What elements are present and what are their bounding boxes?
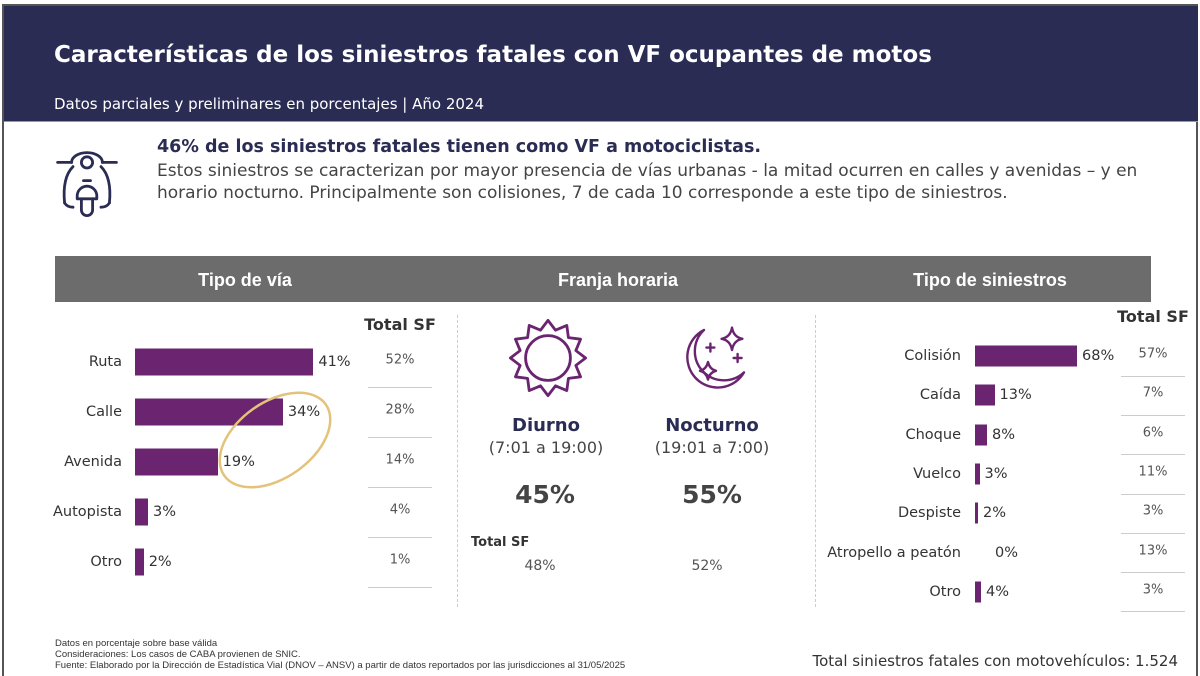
- diurno-total-sf: 48%: [524, 558, 556, 574]
- bar: [135, 548, 144, 576]
- total-sf-header: Total SF: [364, 315, 436, 334]
- bar-value-label: 13%: [999, 387, 1032, 404]
- bar-value-label: 4%: [986, 583, 1010, 600]
- diurno-value: 45%: [515, 480, 575, 509]
- frame: [2, 4, 1198, 676]
- total-sf-value: 1%: [389, 552, 411, 568]
- summary-text: Estos siniestros se caracterizan por may…: [157, 161, 1138, 203]
- scooter-icon: [56, 151, 118, 217]
- moon-stars-icon: [686, 326, 746, 389]
- bar-category-label: Vuelco: [913, 465, 961, 482]
- total-sf-value: 52%: [385, 352, 415, 368]
- total-sf-value: 3%: [1142, 503, 1164, 519]
- divider: [368, 487, 432, 488]
- bar: [975, 581, 981, 603]
- bar-category-label: Atropello a peatón: [827, 544, 961, 561]
- bar-category-label: Ruta: [88, 354, 122, 370]
- nocturno-total-sf: 52%: [691, 558, 723, 574]
- bar-category-label: Avenida: [64, 454, 122, 470]
- divider: [1121, 454, 1185, 456]
- total-sf-value: 13%: [1138, 543, 1168, 558]
- footnote: Consideraciones: Los casos de CABA provi…: [55, 649, 301, 660]
- bar: [135, 498, 149, 526]
- divider: [4, 121, 1198, 122]
- divider: [457, 315, 458, 607]
- bar-value-label: 3%: [984, 465, 1008, 482]
- divider: [368, 587, 432, 588]
- bar: [975, 384, 995, 406]
- bar: [975, 463, 980, 485]
- section-header-bar: [55, 256, 1151, 302]
- bar-value-label: 19%: [222, 454, 255, 470]
- total-sf-value: 4%: [389, 502, 411, 518]
- bar-value-label: 68%: [1082, 348, 1115, 364]
- total-siniestros: Total siniestros fatales con motovehícul…: [812, 652, 1178, 670]
- bar-category-label: Otro: [929, 583, 961, 600]
- sun-icon: [509, 319, 587, 397]
- nocturno-label: Nocturno: [665, 415, 759, 436]
- section-title-franja: Franja horaria: [557, 270, 679, 290]
- bar-category-label: Choque: [905, 426, 961, 443]
- divider: [1121, 414, 1185, 416]
- bar-category-label: Colisión: [904, 348, 961, 364]
- divider: [368, 437, 432, 438]
- bar: [975, 502, 978, 524]
- highlight-ellipse: [218, 391, 332, 489]
- bar-value-label: 8%: [992, 426, 1016, 443]
- footnote-source: Fuente: Elaborado por la Dirección de Es…: [55, 660, 626, 671]
- bar-category-label: Calle: [86, 404, 122, 420]
- total-sf-value: 7%: [1142, 385, 1164, 401]
- total-sf-value: 3%: [1142, 582, 1164, 598]
- page-subtitle: Datos parciales y preliminares en porcen…: [54, 95, 484, 113]
- divider: [368, 537, 432, 538]
- divider: [1121, 532, 1185, 534]
- divider: [1121, 493, 1185, 495]
- bar-value-label: 2%: [983, 505, 1007, 522]
- bar-value-label: 34%: [287, 404, 321, 420]
- total-sf-value: 6%: [1142, 425, 1164, 441]
- total-sf-value: 14%: [385, 452, 415, 468]
- bar: [135, 448, 218, 476]
- bar-value-label: 3%: [153, 504, 177, 520]
- section-title-via: Tipo de vía: [198, 270, 292, 290]
- bar: [135, 398, 283, 426]
- divider: [1121, 611, 1185, 613]
- total-sf-value: 11%: [1138, 464, 1168, 480]
- bar-value-label: 41%: [318, 354, 351, 370]
- total-sf-value: 57%: [1138, 346, 1168, 362]
- bar-category-label: Otro: [90, 554, 122, 570]
- total-sf-value: 28%: [385, 402, 415, 418]
- divider: [815, 315, 816, 607]
- bar-category-label: Autopista: [52, 504, 122, 520]
- divider: [1121, 572, 1185, 574]
- bar-category-label: Caída: [919, 387, 961, 404]
- bar: [975, 345, 1077, 367]
- total-sf-label: Total SF: [471, 535, 530, 550]
- bar-value-label: 2%: [148, 554, 172, 570]
- page-title: Características de los siniestros fatale…: [54, 42, 932, 68]
- bar: [135, 348, 314, 376]
- total-sf-header: Total SF: [1117, 307, 1189, 326]
- nocturno-value: 55%: [682, 480, 742, 509]
- divider: [1121, 375, 1185, 377]
- bar-category-label: Despiste: [897, 505, 961, 522]
- header-band: [4, 6, 1198, 121]
- summary-lead: 46% de los siniestros fatales tienen com…: [157, 137, 762, 157]
- nocturno-range: (19:01 a 7:00): [654, 438, 770, 457]
- bar-value-label: 0%: [995, 544, 1019, 561]
- section-title-siniestros: Tipo de siniestros: [913, 270, 1067, 290]
- divider: [368, 387, 432, 388]
- diurno-label: Diurno: [512, 415, 580, 436]
- footnote: Datos en porcentaje sobre base válida: [55, 638, 218, 649]
- diurno-range: (7:01 a 19:00): [488, 438, 604, 457]
- bar: [975, 424, 987, 446]
